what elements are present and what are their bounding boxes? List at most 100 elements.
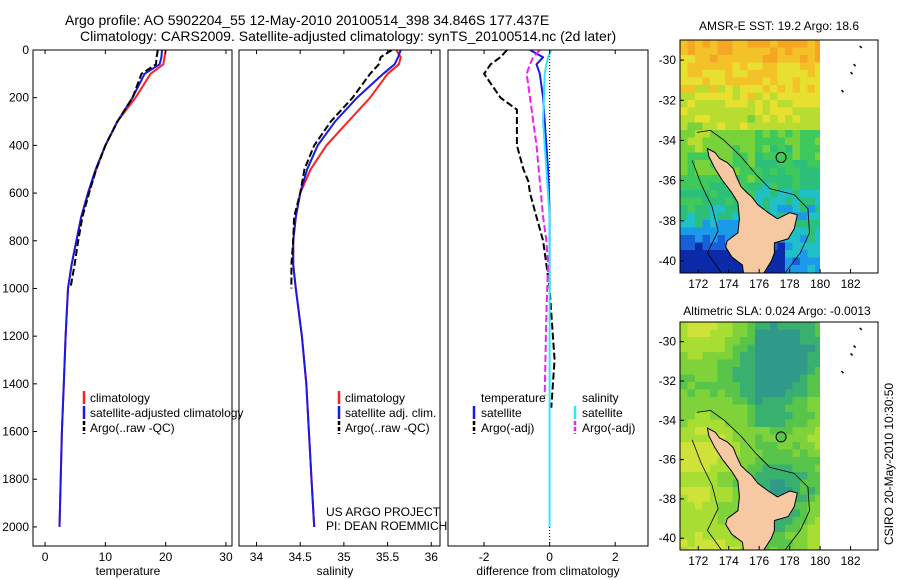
m1-field-cell	[755, 182, 764, 191]
m1-field-cell	[785, 250, 794, 259]
m2-field-cell	[770, 457, 779, 466]
credit-pi: PI: DEAN ROEMMICH	[326, 519, 447, 533]
m1-field-cell	[777, 122, 786, 131]
m1-field-cell	[792, 220, 801, 229]
m1-field-cell	[725, 115, 734, 124]
m1-field-cell	[710, 242, 719, 251]
m1-field-cell	[777, 205, 786, 214]
x-tick-label: 30	[219, 550, 233, 564]
m2-field-cell	[702, 472, 711, 481]
legend-label-sal-satellite: satellite	[582, 406, 623, 420]
m1-field-cell	[770, 197, 779, 206]
m2-field-cell	[747, 344, 756, 353]
m2-field-cell	[815, 329, 824, 338]
m1-field-cell	[710, 62, 719, 71]
m1-field-cell	[762, 152, 771, 161]
m2-field-cell	[815, 322, 824, 331]
figure-title-line1: Argo profile: AO 5902204_55 12-May-2010 …	[65, 12, 549, 28]
m1-field-cell	[807, 70, 816, 79]
m1-field-cell	[815, 115, 824, 124]
difference-panel: -2 0 2 difference from climatology tempera…	[447, 49, 649, 578]
m2-field-cell	[680, 359, 689, 368]
m2-field-cell	[755, 457, 764, 466]
m1-field-cell	[800, 212, 809, 221]
map-y-tick-label: -40	[659, 531, 677, 545]
map-y-tick-label: -38	[659, 214, 677, 228]
m2-field-cell	[702, 464, 711, 473]
m2-field-cell	[695, 397, 704, 406]
m1-field-cell	[680, 257, 689, 266]
m1-field-cell	[755, 130, 764, 139]
m1-field-cell	[717, 235, 726, 244]
legend-title-salinity: salinity	[582, 391, 619, 405]
m1-field-cell	[762, 55, 771, 64]
m2-field-cell	[792, 337, 801, 346]
m2-field-cell	[755, 359, 764, 368]
m1-field-cell	[815, 257, 824, 266]
m2-field-cell	[710, 464, 719, 473]
m1-field-cell	[710, 197, 719, 206]
m2-field-cell	[762, 397, 771, 406]
m1-field-cell	[740, 272, 749, 273]
m1-field-cell	[792, 227, 801, 236]
m2-field-cell	[702, 494, 711, 503]
m1-field-cell	[710, 85, 719, 94]
m2-field-cell	[815, 389, 824, 398]
m1-field-cell	[687, 190, 696, 199]
m1-field-cell	[695, 220, 704, 229]
m1-field-cell	[725, 190, 734, 199]
m2-field-cell	[755, 322, 764, 331]
m1-field-cell	[680, 40, 689, 49]
m2-field-cell	[755, 442, 764, 451]
m1-field-cell	[680, 100, 689, 109]
m2-field-cell	[815, 352, 824, 361]
m1-field-cell	[747, 122, 756, 131]
m1-field-cell	[800, 227, 809, 236]
m1-field-cell	[755, 145, 764, 154]
m2-field-cell	[815, 442, 824, 451]
m2-field-cell	[725, 374, 734, 383]
m1-field-cell	[680, 212, 689, 221]
m1-field-cell	[830, 272, 839, 273]
m1-field-cell	[702, 55, 711, 64]
m2-field-cell	[702, 412, 711, 421]
m2-field-cell	[702, 359, 711, 368]
m2-field-cell	[800, 487, 809, 496]
m2-field-cell	[755, 412, 764, 421]
m2-field-cell	[800, 509, 809, 518]
m2-field-cell	[785, 427, 794, 436]
m2-field-cell	[785, 322, 794, 331]
m1-field-cell	[732, 92, 741, 101]
credit-project: US ARGO PROJECT	[326, 505, 441, 519]
m2-field-cell	[687, 532, 696, 541]
x-tick-label: 36	[425, 550, 439, 564]
m1-field-cell	[680, 220, 689, 229]
m1-field-cell	[687, 235, 696, 244]
m1-field-cell	[770, 55, 779, 64]
m2-field-cell	[807, 479, 816, 488]
m1-field-cell	[755, 85, 764, 94]
m2-field-cell	[725, 419, 734, 428]
m2-field-cell	[815, 374, 824, 383]
m2-field-cell	[785, 547, 794, 550]
m1-field-cell	[710, 70, 719, 79]
m1-field-cell	[710, 212, 719, 221]
difference-axes-box	[447, 49, 649, 547]
m1-field-cell	[717, 55, 726, 64]
islet-mark	[859, 45, 863, 49]
legend-label-argo: Argo(..raw -QC)	[90, 421, 175, 435]
m1-field-cell	[717, 92, 726, 101]
m1-field-cell	[747, 190, 756, 199]
m2-field-cell	[792, 449, 801, 458]
m1-field-cell	[695, 55, 704, 64]
m1-field-cell	[807, 85, 816, 94]
m1-field-cell	[755, 77, 764, 86]
m2-field-cell	[710, 382, 719, 391]
m2-field-cell	[695, 382, 704, 391]
m2-field-cell	[815, 464, 824, 473]
m2-field-cell	[717, 352, 726, 361]
m2-field-cell	[732, 434, 741, 443]
m1-field-cell	[800, 122, 809, 131]
m2-field-cell	[687, 322, 696, 331]
m1-field-cell	[777, 167, 786, 176]
